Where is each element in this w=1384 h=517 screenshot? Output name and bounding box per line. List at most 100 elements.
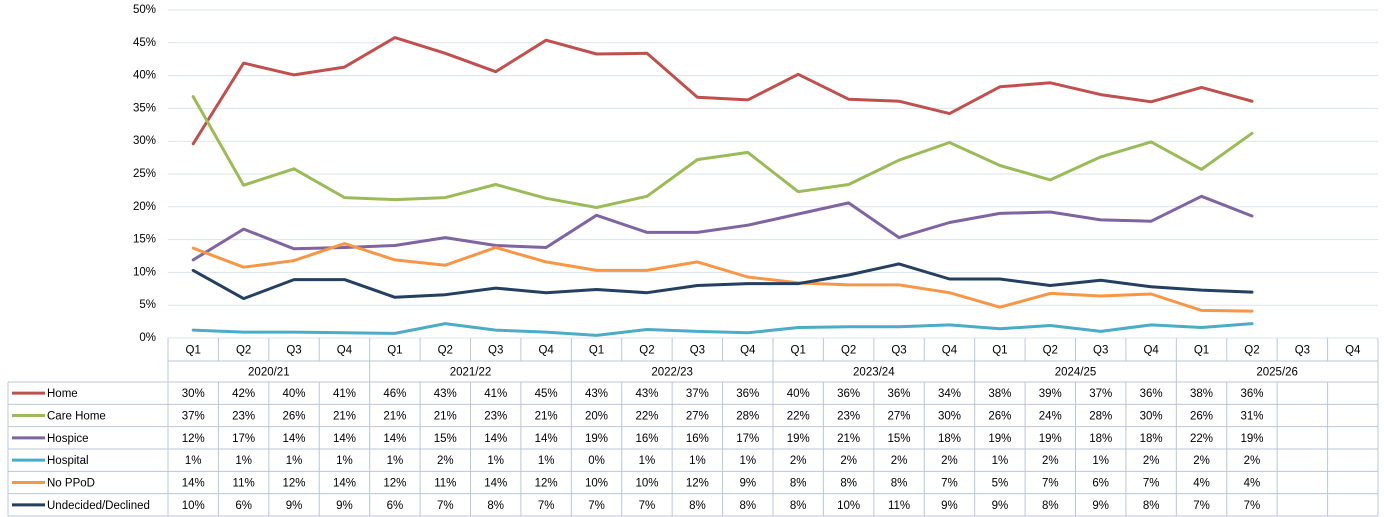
y-tick-label: 45% [133, 37, 156, 49]
table-cell: 36% [888, 388, 911, 400]
x-tick-label: Q3 [690, 345, 705, 357]
table-cell: 18% [1140, 433, 1163, 445]
x-tick-label: Q2 [438, 345, 453, 357]
table-cell: 2% [1143, 455, 1160, 467]
table-cell: 17% [736, 433, 759, 445]
table-cell: 10% [182, 500, 205, 512]
table-cell: 1% [387, 455, 404, 467]
table-cell: 43% [585, 388, 608, 400]
y-tick-label: 30% [133, 135, 156, 147]
table-cell: 6% [235, 500, 252, 512]
table-cell: 9% [1092, 500, 1109, 512]
table-cell: 7% [1193, 500, 1210, 512]
table-cell: 12% [283, 478, 306, 490]
table-cell: 31% [1240, 411, 1263, 423]
table-cell: 42% [232, 388, 255, 400]
x-tick-label: Q3 [488, 345, 503, 357]
table-cell: 19% [1039, 433, 1062, 445]
table-cell: 8% [739, 500, 756, 512]
legend-label: Hospice [47, 433, 89, 445]
x-group-label: 2021/22 [450, 367, 492, 379]
table-cell: 14% [333, 478, 356, 490]
x-tick-label: Q2 [236, 345, 251, 357]
table-cell: 18% [1089, 433, 1112, 445]
table-cell: 28% [1089, 411, 1112, 423]
table-cell: 8% [790, 500, 807, 512]
table-cell: 8% [689, 500, 706, 512]
table-cell: 30% [1140, 411, 1163, 423]
table-cell: 14% [484, 433, 507, 445]
table-cell: 8% [891, 478, 908, 490]
x-tick-label: Q4 [337, 345, 353, 357]
table-cell: 2% [1244, 455, 1261, 467]
table-cell: 5% [992, 478, 1009, 490]
table-cell: 37% [182, 411, 205, 423]
table-cell: 12% [383, 478, 406, 490]
x-group-label: 2025/26 [1256, 367, 1298, 379]
table-cell: 14% [383, 433, 406, 445]
x-tick-label: Q3 [1295, 345, 1310, 357]
table-cell: 9% [336, 500, 353, 512]
y-tick-label: 10% [133, 266, 156, 278]
x-tick-label: Q1 [589, 345, 604, 357]
table-cell: 7% [437, 500, 454, 512]
table-cell: 14% [484, 478, 507, 490]
table-cell: 24% [1039, 411, 1062, 423]
x-group-label: 2024/25 [1055, 367, 1097, 379]
x-tick-label: Q1 [791, 345, 806, 357]
series-line [191, 36, 1254, 146]
table-cell: 9% [992, 500, 1009, 512]
table-cell: 4% [1244, 478, 1261, 490]
x-tick-label: Q3 [1093, 345, 1108, 357]
legend-label: Care Home [47, 411, 106, 423]
table-cell: 11% [434, 478, 456, 490]
table-cell: 8% [790, 478, 807, 490]
table-cell: 9% [739, 478, 756, 490]
x-group-label: 2020/21 [248, 367, 290, 379]
table-cell: 4% [1193, 478, 1210, 490]
y-tick-label: 15% [133, 234, 156, 246]
table-cell: 8% [1143, 500, 1160, 512]
table-cell: 30% [182, 388, 205, 400]
table-cell: 1% [739, 455, 756, 467]
table-cell: 1% [336, 455, 353, 467]
table-cell: 7% [588, 500, 605, 512]
table-cell: 2% [790, 455, 807, 467]
table-cell: 36% [837, 388, 860, 400]
table-cell: 1% [689, 455, 706, 467]
table-cell: 30% [938, 411, 961, 423]
y-tick-label: 40% [133, 70, 156, 82]
table-cell: 43% [635, 388, 658, 400]
table-cell: 7% [1143, 478, 1160, 490]
table-cell: 8% [1042, 500, 1059, 512]
x-tick-label: Q1 [992, 345, 1007, 357]
table-cell: 7% [1244, 500, 1261, 512]
table-cell: 23% [837, 411, 860, 423]
table-cell: 26% [988, 411, 1011, 423]
table-cell: 40% [787, 388, 810, 400]
table-cell: 11% [888, 500, 910, 512]
table-cell: 19% [787, 433, 810, 445]
table-cell: 2% [840, 455, 857, 467]
table-cell: 16% [686, 433, 709, 445]
x-group-label: 2023/24 [853, 367, 895, 379]
table-cell: 0% [588, 455, 605, 467]
table-cell: 14% [283, 433, 306, 445]
table-cell: 40% [283, 388, 306, 400]
series-line [191, 262, 1254, 301]
series-line [191, 322, 1254, 337]
table-cell: 36% [1140, 388, 1163, 400]
series-line [191, 95, 1254, 209]
table-cell: 2% [891, 455, 908, 467]
x-group-label: 2022/23 [651, 367, 693, 379]
table-cell: 6% [387, 500, 404, 512]
table-cell: 8% [840, 478, 857, 490]
y-tick-label: 20% [133, 201, 156, 213]
x-tick-label: Q1 [1194, 345, 1209, 357]
table-cell: 19% [1240, 433, 1263, 445]
table-cell: 43% [434, 388, 457, 400]
x-tick-label: Q4 [538, 345, 554, 357]
table-cell: 12% [182, 433, 205, 445]
table-cell: 15% [888, 433, 911, 445]
